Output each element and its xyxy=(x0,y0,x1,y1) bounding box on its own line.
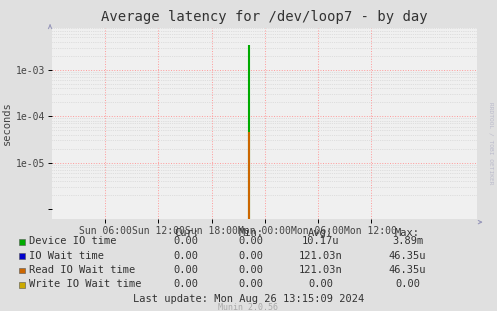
Text: Write IO Wait time: Write IO Wait time xyxy=(29,279,141,289)
Title: Average latency for /dev/loop7 - by day: Average latency for /dev/loop7 - by day xyxy=(101,10,428,24)
Text: 0.00: 0.00 xyxy=(174,251,199,261)
Text: 0.00: 0.00 xyxy=(239,279,263,289)
Text: 46.35u: 46.35u xyxy=(389,265,426,275)
Text: IO Wait time: IO Wait time xyxy=(29,251,104,261)
Text: 0.00: 0.00 xyxy=(174,279,199,289)
Text: 0.00: 0.00 xyxy=(308,279,333,289)
Text: 3.89m: 3.89m xyxy=(392,236,423,246)
Text: Cur:: Cur: xyxy=(174,228,199,238)
Text: Avg:: Avg: xyxy=(308,228,333,238)
Text: 0.00: 0.00 xyxy=(395,279,420,289)
Text: 121.03n: 121.03n xyxy=(299,251,342,261)
Text: Last update: Mon Aug 26 13:15:09 2024: Last update: Mon Aug 26 13:15:09 2024 xyxy=(133,294,364,304)
Text: 10.17u: 10.17u xyxy=(302,236,339,246)
Text: 0.00: 0.00 xyxy=(239,236,263,246)
Text: Max:: Max: xyxy=(395,228,420,238)
Text: Min:: Min: xyxy=(239,228,263,238)
Text: Device IO time: Device IO time xyxy=(29,236,116,246)
Text: 0.00: 0.00 xyxy=(239,251,263,261)
Text: Munin 2.0.56: Munin 2.0.56 xyxy=(219,304,278,311)
Text: 0.00: 0.00 xyxy=(239,265,263,275)
Text: 0.00: 0.00 xyxy=(174,265,199,275)
Text: 46.35u: 46.35u xyxy=(389,251,426,261)
Text: RRDTOOL / TOBI OETIKER: RRDTOOL / TOBI OETIKER xyxy=(489,102,494,184)
Text: 0.00: 0.00 xyxy=(174,236,199,246)
Text: Read IO Wait time: Read IO Wait time xyxy=(29,265,135,275)
Text: 121.03n: 121.03n xyxy=(299,265,342,275)
Y-axis label: seconds: seconds xyxy=(1,102,12,146)
